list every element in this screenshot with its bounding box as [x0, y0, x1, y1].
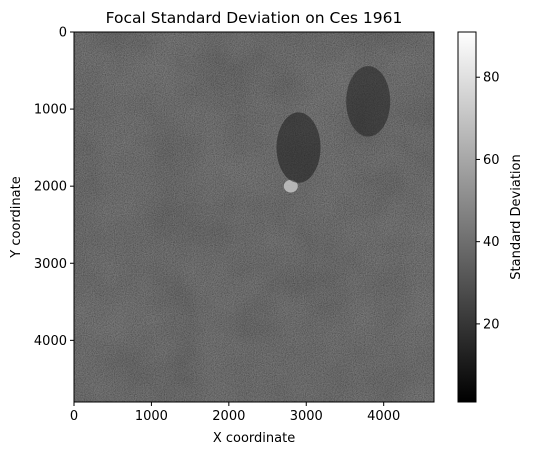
x-tick-label: 1000	[135, 409, 168, 424]
y-axis-label: Y coordinate	[9, 176, 24, 258]
y-tick-label: 0	[59, 26, 67, 41]
colorbar-ticks: 20 40 60 80	[476, 71, 500, 332]
y-tick-label: 3000	[34, 257, 67, 272]
x-tick-label: 0	[70, 409, 78, 424]
colorbar-tick-label: 80	[483, 71, 500, 86]
heatmap-features	[276, 66, 391, 193]
colorbar: 20 40 60 80 Standard Deviation	[457, 31, 524, 403]
x-tick-label: 4000	[367, 409, 400, 424]
y-tick-label: 4000	[34, 334, 67, 349]
x-tick-label: 2000	[212, 409, 245, 424]
y-tick-label: 2000	[34, 180, 67, 195]
plot-frame	[73, 31, 435, 403]
x-axis-ticks: 0 1000 2000 3000 4000	[70, 402, 400, 424]
chart-title: Focal Standard Deviation on Ces 1961	[106, 9, 403, 27]
bright-patch	[283, 179, 298, 193]
colorbar-tick-label: 20	[483, 317, 500, 332]
dark-region	[276, 112, 321, 183]
y-tick-label: 1000	[34, 103, 67, 118]
colorbar-tick-label: 40	[483, 235, 500, 250]
plot-area	[73, 31, 435, 403]
y-axis-ticks: 0 1000 2000 3000 4000	[34, 26, 74, 349]
colorbar-gradient	[457, 31, 477, 403]
colorbar-label: Standard Deviation	[509, 154, 524, 279]
x-axis-label: X coordinate	[213, 431, 295, 446]
dark-region	[346, 66, 391, 137]
colorbar-tick-label: 60	[483, 153, 500, 168]
x-tick-label: 3000	[290, 409, 323, 424]
